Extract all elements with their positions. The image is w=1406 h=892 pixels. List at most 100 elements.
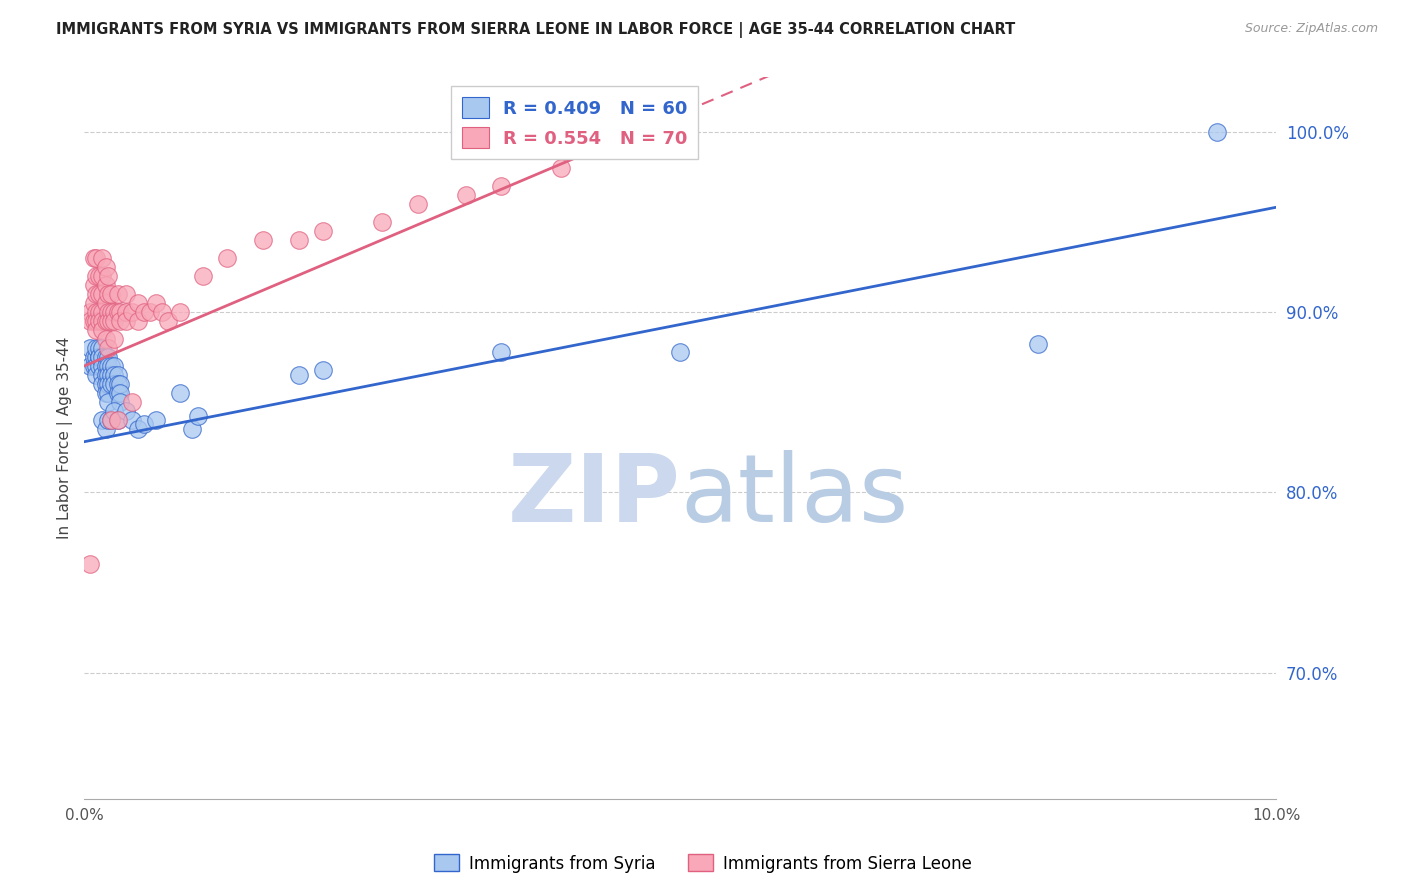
- Point: [100, 305, 122, 319]
- Point: [108, 376, 131, 391]
- Point: [84, 341, 107, 355]
- Point: [103, 314, 125, 328]
- Point: [139, 305, 162, 319]
- Point: [79, 314, 101, 328]
- Point: [169, 305, 191, 319]
- Point: [94, 368, 117, 382]
- Point: [107, 386, 129, 401]
- Point: [311, 362, 333, 376]
- Point: [145, 413, 167, 427]
- Point: [108, 395, 131, 409]
- Point: [79, 558, 101, 572]
- Text: Source: ZipAtlas.com: Source: ZipAtlas.com: [1244, 22, 1378, 36]
- Point: [100, 368, 122, 382]
- Point: [311, 224, 333, 238]
- Point: [103, 332, 125, 346]
- Point: [1026, 337, 1049, 351]
- Point: [491, 178, 513, 193]
- Point: [107, 305, 129, 319]
- Point: [100, 413, 122, 427]
- Point: [79, 341, 101, 355]
- Point: [103, 376, 125, 391]
- Point: [100, 359, 122, 373]
- Point: [107, 413, 129, 427]
- Point: [94, 350, 117, 364]
- Point: [87, 359, 110, 373]
- Point: [100, 413, 122, 427]
- Point: [87, 341, 110, 355]
- Point: [97, 376, 120, 391]
- Point: [169, 386, 191, 401]
- Point: [107, 286, 129, 301]
- Point: [91, 341, 114, 355]
- Point: [180, 422, 202, 436]
- Point: [115, 404, 138, 418]
- Point: [97, 386, 120, 401]
- Point: [91, 268, 114, 283]
- Point: [132, 305, 155, 319]
- Point: [669, 124, 692, 138]
- Point: [79, 359, 101, 373]
- Point: [94, 332, 117, 346]
- Point: [108, 386, 131, 401]
- Point: [87, 350, 110, 364]
- Point: [97, 305, 120, 319]
- Point: [97, 341, 120, 355]
- Point: [84, 251, 107, 265]
- Point: [145, 296, 167, 310]
- Point: [156, 314, 179, 328]
- Point: [91, 350, 114, 364]
- Point: [609, 124, 631, 138]
- Point: [87, 314, 110, 328]
- Point: [97, 268, 120, 283]
- Point: [94, 422, 117, 436]
- Point: [103, 305, 125, 319]
- Point: [97, 395, 120, 409]
- Legend: R = 0.409   N = 60, R = 0.554   N = 70: R = 0.409 N = 60, R = 0.554 N = 70: [451, 87, 699, 159]
- Point: [91, 251, 114, 265]
- Point: [97, 350, 120, 364]
- Point: [127, 422, 149, 436]
- Point: [100, 314, 122, 328]
- Point: [97, 359, 120, 373]
- Point: [83, 277, 105, 292]
- Point: [491, 344, 513, 359]
- Text: IMMIGRANTS FROM SYRIA VS IMMIGRANTS FROM SIERRA LEONE IN LABOR FORCE | AGE 35-44: IMMIGRANTS FROM SYRIA VS IMMIGRANTS FROM…: [56, 22, 1015, 38]
- Point: [121, 395, 143, 409]
- Point: [115, 305, 138, 319]
- Text: ZIP: ZIP: [508, 450, 681, 541]
- Point: [371, 215, 394, 229]
- Point: [91, 376, 114, 391]
- Point: [84, 359, 107, 373]
- Point: [84, 323, 107, 337]
- Point: [94, 296, 117, 310]
- Point: [83, 350, 105, 364]
- Point: [454, 187, 477, 202]
- Point: [91, 323, 114, 337]
- Y-axis label: In Labor Force | Age 35-44: In Labor Force | Age 35-44: [58, 337, 73, 540]
- Point: [115, 314, 138, 328]
- Point: [550, 161, 572, 175]
- Point: [100, 286, 122, 301]
- Point: [108, 305, 131, 319]
- Point: [87, 268, 110, 283]
- Point: [91, 413, 114, 427]
- Point: [288, 233, 311, 247]
- Point: [288, 368, 311, 382]
- Point: [100, 376, 122, 391]
- Point: [87, 305, 110, 319]
- Point: [107, 376, 129, 391]
- Point: [97, 368, 120, 382]
- Point: [84, 314, 107, 328]
- Point: [127, 314, 149, 328]
- Point: [83, 359, 105, 373]
- Point: [132, 417, 155, 431]
- Point: [252, 233, 274, 247]
- Legend: Immigrants from Syria, Immigrants from Sierra Leone: Immigrants from Syria, Immigrants from S…: [427, 847, 979, 880]
- Point: [94, 386, 117, 401]
- Point: [150, 305, 173, 319]
- Point: [217, 251, 239, 265]
- Point: [94, 277, 117, 292]
- Point: [97, 314, 120, 328]
- Point: [121, 305, 143, 319]
